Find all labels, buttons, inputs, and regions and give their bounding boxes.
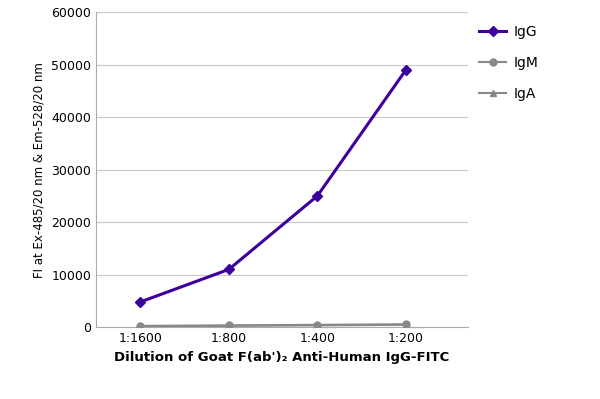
IgM <box>403 322 410 327</box>
Legend: IgG, IgM, IgA: IgG, IgM, IgA <box>479 25 538 101</box>
Line: IgM: IgM <box>137 321 409 329</box>
IgG <box>225 267 232 272</box>
IgA <box>137 324 144 329</box>
IgM <box>137 324 144 328</box>
IgM <box>225 323 232 328</box>
IgG <box>137 300 144 304</box>
IgA <box>225 324 232 328</box>
IgA <box>403 322 410 327</box>
IgG <box>314 194 321 198</box>
IgG <box>403 67 410 72</box>
X-axis label: Dilution of Goat F(ab')₂ Anti-Human IgG-FITC: Dilution of Goat F(ab')₂ Anti-Human IgG-… <box>115 351 449 363</box>
Line: IgG: IgG <box>137 66 409 306</box>
IgA <box>314 323 321 328</box>
Y-axis label: FI at Ex-485/20 nm & Em-528/20 nm: FI at Ex-485/20 nm & Em-528/20 nm <box>32 61 46 278</box>
Line: IgA: IgA <box>137 321 409 330</box>
IgM <box>314 322 321 327</box>
